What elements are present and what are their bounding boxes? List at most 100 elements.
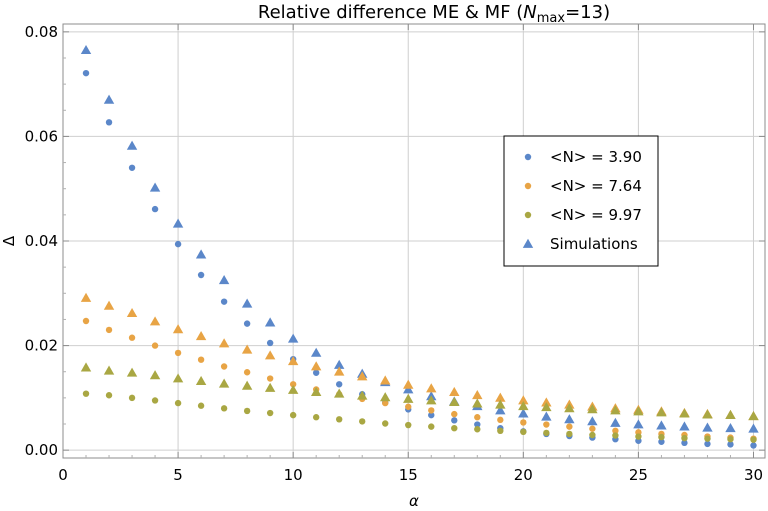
series-point — [151, 397, 159, 404]
simulation-point — [725, 409, 736, 420]
series-point — [243, 320, 251, 327]
simulation-point — [449, 386, 460, 397]
series-point — [497, 416, 504, 424]
y-tick-label: 0.08 — [25, 23, 58, 41]
series-point — [174, 349, 182, 357]
series-point — [451, 410, 458, 418]
simulation-point — [172, 324, 184, 334]
series-point — [382, 420, 389, 427]
series-point — [243, 369, 251, 376]
simulation-point — [495, 405, 506, 415]
simulation-point — [748, 410, 759, 421]
simulation-point — [149, 316, 161, 326]
simulation-point — [333, 366, 345, 376]
simulation-point — [195, 330, 207, 341]
x-axis-label: α — [409, 492, 419, 510]
simulation-point — [403, 379, 414, 389]
legend-label: <N> = 9.97 — [550, 206, 642, 224]
simulation-point — [633, 406, 644, 416]
series-point — [428, 407, 435, 414]
legend-marker — [524, 153, 532, 161]
simulation-point — [403, 384, 414, 394]
series-point — [497, 427, 504, 435]
simulation-point — [357, 390, 368, 400]
series-point — [474, 414, 481, 421]
series-point — [220, 298, 228, 305]
series-point — [520, 428, 527, 436]
legend-marker — [524, 211, 532, 219]
simulation-point — [541, 397, 552, 407]
simulation-point — [287, 356, 299, 366]
series-point — [197, 402, 205, 409]
series-point — [635, 433, 642, 440]
series-point — [474, 426, 481, 433]
series-point — [151, 205, 159, 213]
series-point — [612, 432, 619, 439]
series-point — [589, 431, 596, 439]
simulation-point — [587, 404, 598, 414]
simulation-point — [218, 338, 230, 348]
series-point — [312, 369, 320, 376]
title-suffix: =13) — [565, 2, 610, 23]
series-point — [451, 417, 458, 424]
simulation-point — [264, 382, 276, 392]
x-tick-label: 30 — [744, 466, 763, 484]
simulation-point — [472, 390, 483, 400]
simulation-point — [679, 408, 690, 418]
series-point — [451, 424, 458, 432]
series-point — [658, 438, 665, 445]
x-tick-label: 10 — [284, 466, 303, 484]
simulation-point — [702, 422, 713, 432]
series-point — [289, 381, 297, 388]
simulation-point — [195, 375, 207, 386]
series-point — [174, 240, 182, 248]
title-prefix: Relative difference ME & MF ( — [258, 2, 523, 23]
simulation-point — [518, 408, 529, 418]
simulation-point — [610, 417, 621, 427]
simulation-point — [172, 218, 184, 228]
simulation-point — [656, 420, 667, 430]
simulation-point — [241, 298, 253, 308]
series-point — [266, 339, 274, 347]
series-point — [128, 334, 136, 341]
y-tick-label: 0.00 — [25, 441, 58, 459]
simulation-point — [172, 373, 184, 383]
simulation-point — [449, 396, 460, 406]
simulation-point — [218, 378, 230, 388]
simulation-point — [610, 405, 621, 415]
simulation-point — [149, 182, 161, 192]
title-variable: N — [523, 2, 536, 23]
simulation-point — [80, 44, 92, 55]
x-tick-label: 15 — [399, 466, 418, 484]
series-point — [405, 421, 412, 429]
series-point — [681, 434, 688, 442]
series-point — [289, 411, 297, 419]
y-tick-label: 0.06 — [25, 127, 58, 145]
series-point — [266, 409, 274, 417]
simulation-point — [310, 386, 322, 397]
legend-label: <N> = 3.90 — [550, 148, 642, 166]
x-tick-label: 0 — [58, 466, 68, 484]
simulation-point — [518, 395, 529, 405]
series-point — [543, 421, 550, 428]
simulation-point — [357, 371, 368, 381]
series-point — [520, 419, 527, 426]
simulation-point — [426, 383, 437, 393]
simulation-point — [679, 421, 690, 431]
series-point — [128, 394, 136, 402]
simulation-point — [541, 411, 552, 421]
x-tick-label: 5 — [173, 466, 183, 484]
simulation-point — [103, 94, 115, 104]
simulation-point — [495, 399, 506, 409]
series-point — [428, 423, 435, 430]
series-point — [543, 429, 550, 437]
axis-ticks: 0 5 10 15 20 25 30 0.00 0.02 0.04 0.06 0.08 — [25, 23, 765, 484]
simulation-point — [426, 395, 437, 405]
legend: <N> = 3.90 <N> = 7.64 <N> = 9.97 Simulation… — [503, 135, 659, 267]
legend-label: <N> = 7.64 — [550, 177, 642, 195]
simulation-point — [541, 402, 552, 412]
series-point — [727, 435, 734, 443]
series-point — [151, 342, 159, 349]
